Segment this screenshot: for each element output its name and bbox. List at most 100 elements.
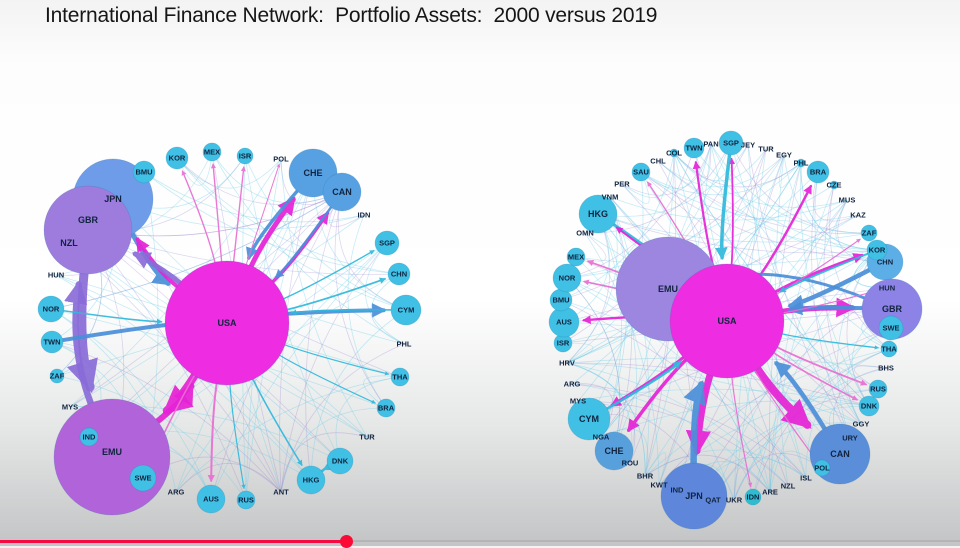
node-label-CAN: CAN	[332, 187, 352, 197]
node-label-DNK: DNK	[861, 402, 878, 411]
node-label-BHR: BHR	[637, 472, 654, 481]
node-SGP	[718, 130, 744, 156]
node-CZE	[829, 180, 839, 190]
video-progress-bar[interactable]	[0, 532, 960, 548]
web-edge	[176, 157, 400, 275]
edge-USA-BRA	[273, 351, 376, 404]
node-label-HRV: HRV	[559, 359, 575, 368]
node-label-BRA: BRA	[378, 404, 395, 413]
node-MEX	[202, 142, 222, 162]
node-label-CYM: CYM	[398, 306, 415, 315]
web-edge	[566, 277, 621, 452]
node-label-DNK: DNK	[332, 457, 349, 466]
web-edge	[597, 213, 622, 438]
node-BRA	[376, 398, 396, 418]
web-edge	[846, 249, 878, 407]
edge-USA-AUS	[207, 376, 219, 483]
edge-USA-CHE	[627, 354, 692, 433]
node-label-ANT: ANT	[273, 488, 289, 497]
node-CAN	[322, 172, 362, 212]
node-label-ARG: ARG	[564, 380, 581, 389]
node-label-ISL: ISL	[800, 474, 812, 483]
node-NOR	[37, 295, 65, 323]
node-HKG	[296, 465, 326, 495]
node-RUS	[236, 490, 256, 510]
web-edge	[621, 171, 650, 204]
node-label-MUS: MUS	[839, 196, 856, 205]
web-edge	[562, 342, 594, 364]
node-label-AUS: AUS	[203, 495, 219, 504]
node-USA	[164, 260, 290, 386]
web-edge	[577, 388, 870, 407]
node-label-MEX: MEX	[204, 148, 220, 157]
node-label-HKG: HKG	[303, 476, 320, 485]
node-KOR	[165, 146, 189, 170]
web-edge	[769, 327, 892, 493]
web-edge	[640, 143, 712, 189]
web-edge	[658, 388, 879, 486]
edge-USA-POL	[751, 365, 817, 460]
web-edge	[710, 143, 870, 234]
node-label-CHE: CHE	[303, 168, 322, 178]
node-BMU	[132, 160, 156, 184]
node-THA	[880, 340, 898, 358]
web-edge	[800, 162, 878, 251]
slide-title: International Finance Network: Portfolio…	[45, 4, 658, 27]
edge-USA-CAN	[750, 360, 812, 429]
web-edge	[566, 213, 611, 364]
edge-USA-RUS	[229, 378, 246, 490]
progress-scrubber[interactable]	[340, 535, 354, 548]
web-edge	[566, 277, 621, 452]
web-edge	[712, 422, 862, 501]
web-edge	[577, 400, 789, 487]
web-edge	[176, 157, 407, 311]
node-SGP	[374, 230, 400, 256]
node-NOR	[552, 263, 582, 293]
node-label-KAZ: KAZ	[850, 211, 866, 220]
web-edge	[733, 453, 823, 501]
web-edge	[560, 299, 807, 479]
node-label-AUS: AUS	[556, 318, 572, 327]
node-label-ZAF: ZAF	[50, 372, 65, 381]
node-label-RUS: RUS	[870, 385, 886, 394]
web-edge	[335, 376, 401, 462]
node-label-PHL: PHL	[397, 340, 412, 349]
web-edge	[280, 432, 368, 493]
node-PHL	[796, 158, 806, 168]
node-DNK	[858, 395, 880, 417]
node-label-MYS: MYS	[570, 397, 586, 406]
web-edge	[854, 365, 887, 390]
web-edge	[584, 232, 660, 486]
node-label-NOR: NOR	[559, 274, 576, 283]
web-edge	[644, 449, 807, 479]
node-label-EMU: EMU	[102, 447, 122, 457]
node-label-CHN: CHN	[391, 270, 407, 279]
web-edge	[621, 152, 675, 198]
node-CYM	[390, 294, 422, 326]
web-edge	[657, 160, 878, 251]
edge-CHE-USA	[246, 187, 301, 261]
web-edge	[210, 242, 388, 500]
node-JPN	[660, 462, 728, 530]
node-label-GBR: GBR	[78, 215, 99, 225]
edge-USA-KOR	[769, 253, 865, 297]
node-SWE	[129, 464, 157, 492]
progress-track[interactable]	[0, 540, 960, 542]
node-label-TUR: TUR	[359, 433, 375, 442]
node-label-USA: USA	[717, 316, 737, 326]
node-label-RUS: RUS	[238, 496, 254, 505]
web-edge	[693, 143, 712, 178]
edge-SGP-USA	[715, 151, 732, 261]
node-label-POL: POL	[273, 155, 289, 164]
web-edge	[644, 348, 890, 477]
node-label-IDN: IDN	[358, 211, 371, 220]
node-KOR	[866, 239, 888, 261]
node-label-OMN: OMN	[576, 229, 594, 238]
web-edge	[835, 199, 878, 252]
web-edge	[609, 196, 848, 221]
node-POL	[813, 459, 831, 477]
node-label-BMU: BMU	[552, 296, 569, 305]
edge-USA-SGP	[728, 157, 736, 271]
